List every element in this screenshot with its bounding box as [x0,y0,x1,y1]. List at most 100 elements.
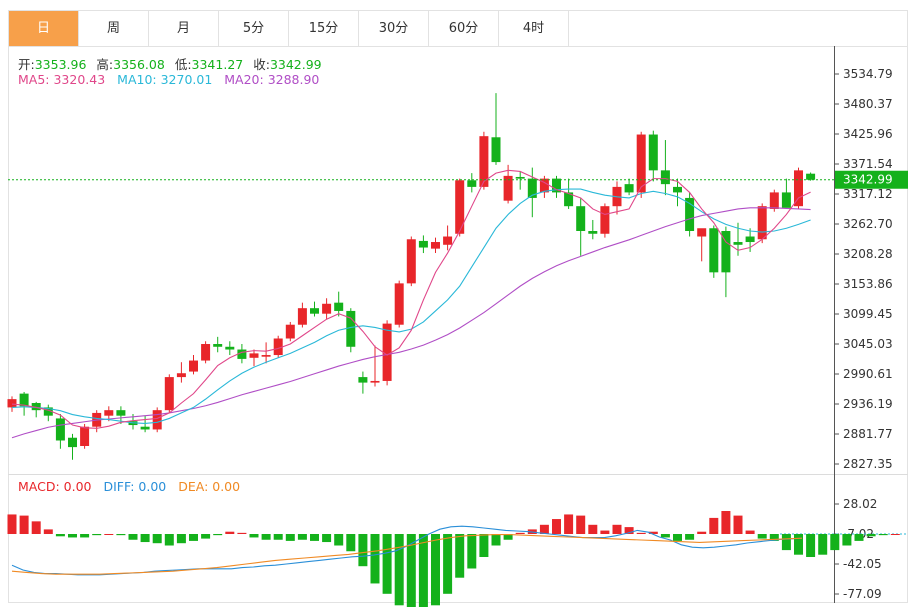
tab-15min[interactable]: 15分 [289,11,359,47]
tab-5min[interactable]: 5分 [219,11,289,47]
candle-body [806,173,816,180]
price-axis-label: 3208.28 [843,247,893,261]
tab-60min[interactable]: 60分 [429,11,499,47]
macd-histogram-bar [382,534,392,594]
tab-week[interactable]: 周 [79,11,149,47]
high-label: 高: [96,57,114,72]
macd-histogram-bar [370,534,380,584]
price-axis-label: 3371.54 [843,157,893,171]
candle-body [261,355,271,357]
high-value: 3356.08 [113,57,165,72]
macd-histogram-bar [552,519,561,535]
ma-readout: MA5: 3320.43 MA10: 3270.01 MA20: 3288.90 [18,72,319,87]
candle-body [479,136,489,187]
macd-histogram-bar [418,534,428,607]
candle-body [189,360,198,372]
candle-body [503,175,513,201]
macd-histogram-bar [31,521,41,535]
candle-body [140,426,150,430]
macd-histogram-bar [443,534,453,594]
candle-body [55,418,65,441]
chart-frame [8,46,908,603]
candle-body [733,242,743,245]
macd-histogram-bar [890,534,900,536]
price-axis-label: 3534.79 [843,67,893,81]
low-value: 3341.27 [191,57,244,72]
macd-histogram-bar [794,534,803,555]
macd-histogram-bar [201,534,211,539]
candle-body [757,206,767,240]
macd-histogram-bar [660,534,670,538]
macd-histogram-bar [346,534,356,552]
macd-histogram-bar [818,534,828,555]
macd-histogram-bar [310,534,319,541]
candle-body [213,344,223,347]
macd-histogram-bar [745,530,755,535]
macd-histogram-bar [334,534,344,546]
price-axis-label: 3099.45 [843,307,893,321]
macd-histogram-bar [467,534,477,569]
candle-body [515,176,525,179]
dea-value: DEA: 0.00 [178,479,241,494]
candle-body [709,228,719,273]
macd-histogram-bar [479,534,489,558]
macd-histogram-bar [104,534,114,536]
low-label: 低: [174,57,192,72]
candle-body [273,338,283,356]
macd-readout: MACD: 0.00 DIFF: 0.00 DEA: 0.00 [18,479,240,494]
macd-histogram-bar [116,534,126,536]
tab-30min[interactable]: 30分 [359,11,429,47]
macd-histogram-bar [68,534,77,538]
candle-body [358,377,368,383]
candle-body [104,410,114,416]
candle-body [43,407,53,416]
candle-body [552,178,561,193]
tab-day[interactable]: 日 [9,11,79,47]
macd-histogram-bar [455,534,465,578]
macd-histogram-bar [539,524,549,535]
macd-axis-label: -42.05 [843,557,882,571]
macd-histogram-bar [733,515,743,535]
ohlc-readout: 开:3353.96 高:3356.08 低:3341.27 收:3342.99 [18,54,322,73]
candle-body [382,323,392,381]
candle-body [636,134,646,193]
candle-body [7,399,17,408]
price-axis-label: 2936.19 [843,397,893,411]
candle-body [394,283,404,325]
candle-body [334,302,344,311]
macd-histogram-bar [564,514,574,535]
price-axis-label: 3480.37 [843,97,893,111]
macd-histogram-bar [285,534,295,541]
macd-histogram-bar [624,527,634,535]
candle-body [673,186,682,193]
macd-histogram-bar [830,534,840,551]
macd-histogram-bar [128,534,138,540]
tab-4hour[interactable]: 4时 [499,11,569,47]
candle-body [19,393,29,407]
close-label: 收: [253,57,270,72]
diff-value: DIFF: 0.00 [103,479,167,494]
macd-histogram-bar [878,534,888,536]
candle-body [794,170,803,207]
macd-histogram-bar [55,534,65,537]
macd-histogram-bar [394,534,404,606]
open-label: 开: [18,57,35,72]
tab-month[interactable]: 月 [149,11,219,47]
macd-histogram-bar [685,534,695,540]
candle-body [697,228,707,237]
macd-histogram-bar [43,529,53,535]
price-axis-label: 3153.86 [843,277,893,291]
candle-body [310,308,319,314]
candle-body [721,231,731,273]
macd-histogram-bar [92,534,102,536]
macd-histogram-bar [19,515,29,535]
macd-histogram-bar [769,534,779,541]
candle-body [781,192,791,208]
open-value: 3353.96 [34,57,87,72]
dea-line [11,534,803,575]
ma5-value: MA5: 3320.43 [18,72,106,87]
macd-histogram-bar [503,534,513,540]
macd-histogram-bar [152,534,162,544]
candle-body [769,192,779,209]
